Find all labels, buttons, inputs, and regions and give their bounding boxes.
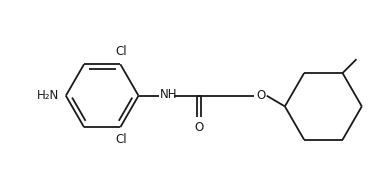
- Text: H₂N: H₂N: [37, 89, 59, 102]
- Text: NH: NH: [160, 88, 178, 101]
- Text: Cl: Cl: [116, 45, 127, 58]
- Text: O: O: [195, 121, 204, 134]
- Text: Cl: Cl: [116, 133, 127, 146]
- Text: O: O: [256, 89, 265, 102]
